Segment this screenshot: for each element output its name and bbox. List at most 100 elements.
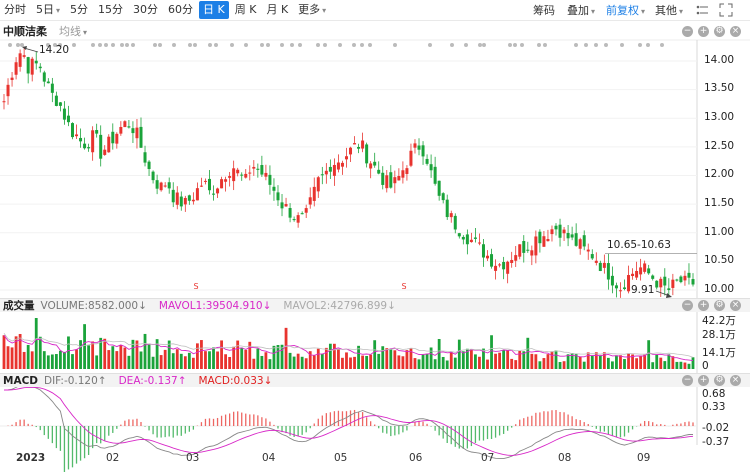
- volume-title[interactable]: 成交量: [3, 300, 35, 312]
- period-tab-minute[interactable]: 分时: [4, 3, 26, 16]
- candle-body: [87, 147, 91, 149]
- volume-bar: [675, 361, 679, 369]
- event-dot: [158, 43, 162, 47]
- candle-body: [651, 275, 655, 279]
- volume-bar: [99, 337, 103, 369]
- fullscreen-icon[interactable]: [719, 3, 733, 21]
- volume-bar: [586, 352, 590, 369]
- adjust-button[interactable]: 前复权 ▾: [606, 2, 645, 20]
- price-tick: 10.00: [704, 283, 735, 295]
- period-tab-monthly-k[interactable]: 月 K: [266, 3, 289, 16]
- minimize-icon[interactable]: −: [682, 300, 693, 311]
- ma-selector[interactable]: 均线 ▾: [59, 23, 87, 39]
- candle-body: [284, 204, 288, 207]
- period-tab-60min[interactable]: 60分: [168, 3, 194, 16]
- candle-body: [248, 172, 252, 174]
- minimize-icon[interactable]: −: [682, 26, 693, 37]
- candle-body: [425, 158, 429, 164]
- candle-body: [405, 168, 409, 174]
- volume-bar: [63, 351, 66, 369]
- candle-body: [477, 242, 481, 244]
- gear-icon[interactable]: ⚙: [714, 300, 725, 311]
- add-icon[interactable]: +: [698, 26, 709, 37]
- volume-value: VOLUME:8582.000↓: [40, 299, 147, 312]
- volume-bar: [486, 359, 489, 369]
- candle-body: [216, 188, 220, 194]
- volume-bar: [433, 359, 437, 369]
- close-icon[interactable]: ×: [730, 26, 741, 37]
- period-tab-15min[interactable]: 15分: [98, 3, 124, 16]
- ma-label: 均线: [59, 25, 81, 38]
- candle-body: [574, 233, 578, 246]
- candle-body: [199, 185, 203, 187]
- volume-bar: [123, 347, 127, 369]
- volume-bar: [514, 360, 518, 369]
- period-tab-daily-k[interactable]: 日 K: [199, 1, 229, 19]
- minimize-icon[interactable]: −: [682, 375, 693, 386]
- volume-bar: [449, 351, 453, 369]
- volume-bar: [506, 350, 510, 369]
- candle-body: [365, 144, 369, 164]
- overlay-button[interactable]: 叠加 ▾: [567, 2, 595, 20]
- volume-bars: [2, 318, 695, 369]
- candle-body: [667, 288, 671, 291]
- close-icon[interactable]: ×: [730, 300, 741, 311]
- candle-body: [381, 172, 385, 185]
- volume-bar: [502, 350, 506, 369]
- candle-body: [312, 186, 316, 201]
- candle-body: [300, 213, 304, 215]
- period-tab-30min[interactable]: 30分: [133, 3, 159, 16]
- period-tab-5day[interactable]: 5日 ▾: [32, 1, 64, 19]
- event-dot: [153, 43, 157, 47]
- volume-bar: [95, 355, 99, 369]
- candle-body: [66, 115, 70, 123]
- volume-bar: [498, 352, 501, 369]
- settings-icon[interactable]: [694, 3, 710, 21]
- volume-bar: [127, 355, 131, 369]
- volume-bar: [494, 353, 497, 369]
- volume-bar: [71, 354, 74, 369]
- candle-body: [594, 260, 598, 263]
- volume-bar: [224, 354, 228, 369]
- time-tick: 03: [186, 452, 200, 464]
- volume-bar: [353, 356, 356, 369]
- event-dot: [244, 43, 248, 47]
- candle-body: [240, 174, 244, 176]
- candle-body: [449, 213, 453, 218]
- candle-body: [486, 255, 490, 259]
- candle-body: [34, 60, 38, 64]
- candle-body: [679, 276, 683, 283]
- event-dot: [316, 43, 320, 47]
- gear-icon[interactable]: ⚙: [714, 26, 725, 37]
- macd-title[interactable]: MACD: [3, 374, 38, 387]
- volume-bar: [179, 353, 183, 369]
- add-icon[interactable]: +: [698, 300, 709, 311]
- candle-body: [502, 261, 506, 270]
- period-tab-more[interactable]: 更多 ▾: [294, 1, 330, 19]
- candle-body: [361, 140, 365, 149]
- add-icon[interactable]: +: [698, 375, 709, 386]
- gear-icon[interactable]: ⚙: [714, 375, 725, 386]
- other-button[interactable]: 其他 ▾: [655, 2, 683, 20]
- period-tab-weekly-k[interactable]: 周 K: [234, 3, 257, 16]
- candle-body: [614, 285, 618, 289]
- candle-body: [187, 195, 191, 201]
- close-icon[interactable]: ×: [730, 375, 741, 386]
- chip-button[interactable]: 筹码: [533, 4, 555, 17]
- volume-bar: [627, 353, 630, 369]
- event-dot: [266, 43, 270, 47]
- volume-bar: [316, 348, 320, 369]
- candle-body: [272, 186, 276, 191]
- overlay-label: 叠加: [567, 4, 589, 17]
- volume-bar: [79, 340, 82, 369]
- volume-tick: 14.1万: [702, 347, 736, 359]
- event-dot: [393, 43, 397, 47]
- candle-body: [22, 55, 26, 57]
- candle-body: [95, 130, 99, 134]
- period-tab-5min[interactable]: 5分: [70, 3, 89, 16]
- volume-bar: [457, 339, 461, 369]
- volume-bar: [264, 352, 268, 369]
- volume-bar: [10, 347, 14, 369]
- volume-bar: [304, 358, 308, 369]
